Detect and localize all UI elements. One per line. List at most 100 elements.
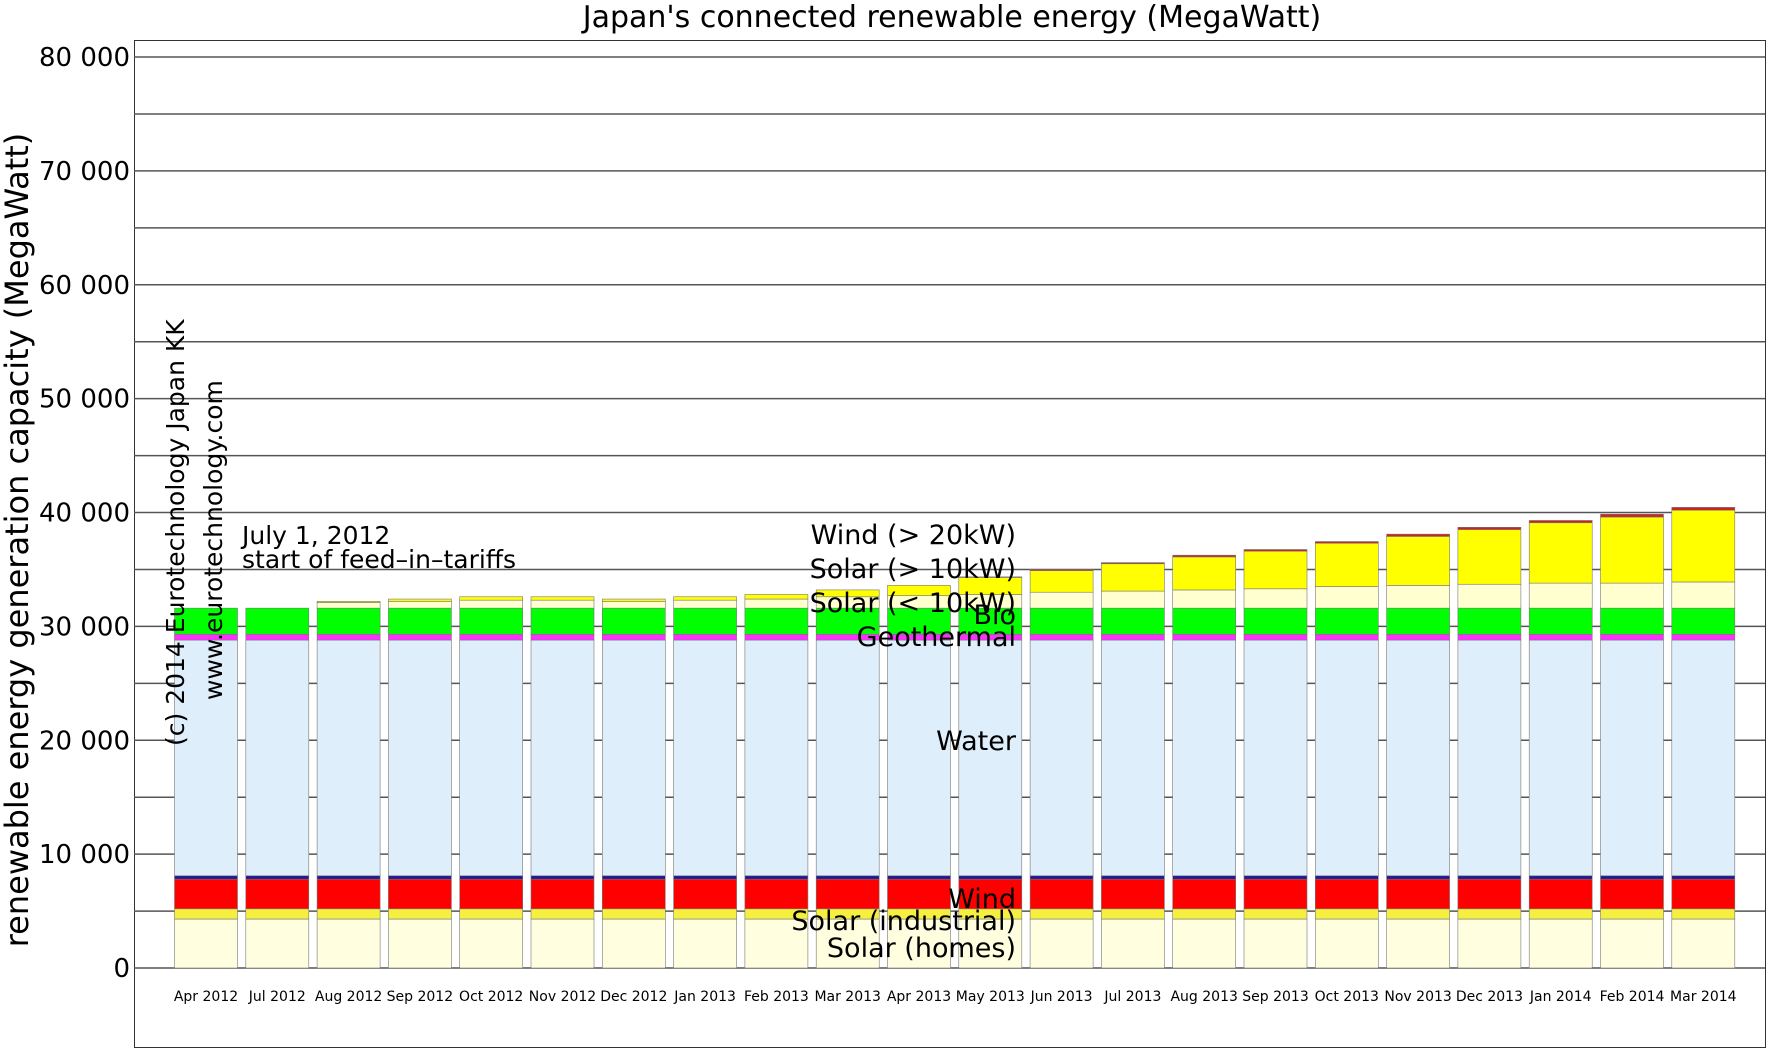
bar-segment — [815, 875, 880, 880]
bar-segment — [1457, 875, 1522, 880]
label-solar-under-10kw: Solar (< 10kW) — [810, 588, 1016, 619]
bar-segment — [316, 908, 381, 920]
y-tick-label: 70 000 — [39, 157, 130, 187]
bar-segment — [1315, 878, 1379, 910]
bar-segment — [316, 878, 381, 910]
bar-segment — [1457, 878, 1522, 910]
bar-segment — [1457, 527, 1522, 530]
bar-segment — [459, 607, 524, 635]
bar-segment — [1600, 582, 1664, 609]
bar-segment — [673, 878, 737, 910]
bar-segment — [1528, 908, 1593, 920]
bar-segment — [388, 634, 452, 641]
bar-segment — [1243, 634, 1308, 641]
y-tick-labels: 0 10 000 20 000 30 000 40 000 50 000 60 000 70 … — [39, 43, 130, 984]
bar-segment — [316, 918, 381, 969]
bar-segment — [1315, 542, 1379, 587]
bar-segment — [1029, 878, 1094, 910]
bar-segment — [459, 639, 524, 877]
bar-segment — [887, 639, 951, 877]
bar-segment — [530, 639, 595, 877]
bar-segment — [1671, 634, 1736, 641]
bar-segment — [1101, 634, 1165, 641]
bar-segment — [388, 878, 452, 910]
x-tick-label: Aug 2012 — [315, 989, 382, 1005]
bar-segment — [530, 878, 595, 910]
bar-segment — [1172, 607, 1236, 635]
bar-segment — [1315, 586, 1379, 609]
bar-segment — [1671, 509, 1736, 583]
bar-segment — [958, 878, 1023, 910]
y-tick-label: 10 000 — [39, 840, 130, 870]
bar-segment — [459, 908, 524, 920]
bar-segment — [1029, 639, 1094, 877]
bar-segment — [1386, 536, 1450, 586]
bar-segment — [815, 639, 880, 877]
bar-segment — [388, 601, 452, 609]
bar-segment — [530, 607, 595, 635]
bar-segment — [601, 598, 666, 602]
label-solar-industrial: Solar (industrial) — [791, 906, 1016, 937]
bar-segment — [1600, 918, 1664, 969]
x-tick-label: Apr 2012 — [174, 989, 238, 1005]
bar-segment — [601, 878, 666, 910]
bar-segment — [1172, 918, 1236, 969]
bar-segment — [245, 918, 310, 969]
bar-segment — [1600, 875, 1664, 880]
bar-segment — [316, 602, 381, 609]
bar-segment — [316, 875, 381, 880]
bar-segment — [744, 639, 809, 877]
bar-segment — [1101, 607, 1165, 635]
bar-segment — [245, 878, 310, 910]
y-tick-label: 60 000 — [39, 271, 130, 301]
bar-segment — [1600, 516, 1664, 584]
bar-segment — [1386, 908, 1450, 920]
bar-segment — [673, 875, 737, 880]
y-tick-label: 50 000 — [39, 385, 130, 415]
bar-segment — [744, 875, 809, 880]
bar-segment — [1101, 908, 1165, 920]
y-tick-label: 40 000 — [39, 499, 130, 529]
bar-segment — [601, 639, 666, 877]
bar-segment — [1243, 607, 1308, 635]
x-tick-label: Mar 2014 — [1670, 989, 1737, 1005]
bar-segment — [1101, 639, 1165, 877]
bar-segment — [1671, 878, 1736, 910]
bar-segment — [388, 607, 452, 635]
label-solar-homes: Solar (homes) — [827, 933, 1016, 964]
bar-segment — [1243, 588, 1308, 609]
bar-segment — [1528, 582, 1593, 609]
bar-segment — [388, 875, 452, 880]
bar-segment — [1457, 583, 1522, 609]
x-tick-label: Feb 2013 — [744, 989, 809, 1005]
bar-segment — [1172, 634, 1236, 641]
bar-segment — [1029, 875, 1094, 880]
bar-segment — [601, 875, 666, 880]
bar-segment — [1101, 563, 1165, 592]
bar-segment — [673, 596, 737, 601]
bar-segment — [1528, 878, 1593, 910]
bar-segment — [530, 634, 595, 641]
bar-segment — [530, 599, 595, 609]
bar-segment — [1386, 585, 1450, 609]
bar-segment — [1243, 878, 1308, 910]
bar-segment — [958, 639, 1023, 877]
bar-segment — [174, 918, 238, 969]
x-tick-label: Aug 2013 — [1170, 989, 1237, 1005]
bar-segment — [1243, 639, 1308, 877]
bar-segment — [316, 601, 381, 603]
bar-segment — [744, 594, 809, 600]
x-tick-label: Jul 2013 — [1103, 989, 1161, 1005]
bar-segment — [744, 918, 809, 969]
x-tick-label: Jul 2012 — [248, 989, 306, 1005]
bar-segment — [1243, 875, 1308, 880]
bar-segment — [1172, 589, 1236, 609]
bar-segment — [1671, 875, 1736, 880]
x-tick-label: Jan 2013 — [673, 989, 736, 1005]
bar-segment — [459, 634, 524, 641]
bar-segment — [1172, 875, 1236, 880]
bar-segment — [1315, 908, 1379, 920]
bar-segment — [388, 908, 452, 920]
x-tick-labels: Apr 2012 Jul 2012 Aug 2012 Sep 2012 Oct 2012… — [174, 989, 1737, 1005]
bar-segment — [1457, 634, 1522, 641]
